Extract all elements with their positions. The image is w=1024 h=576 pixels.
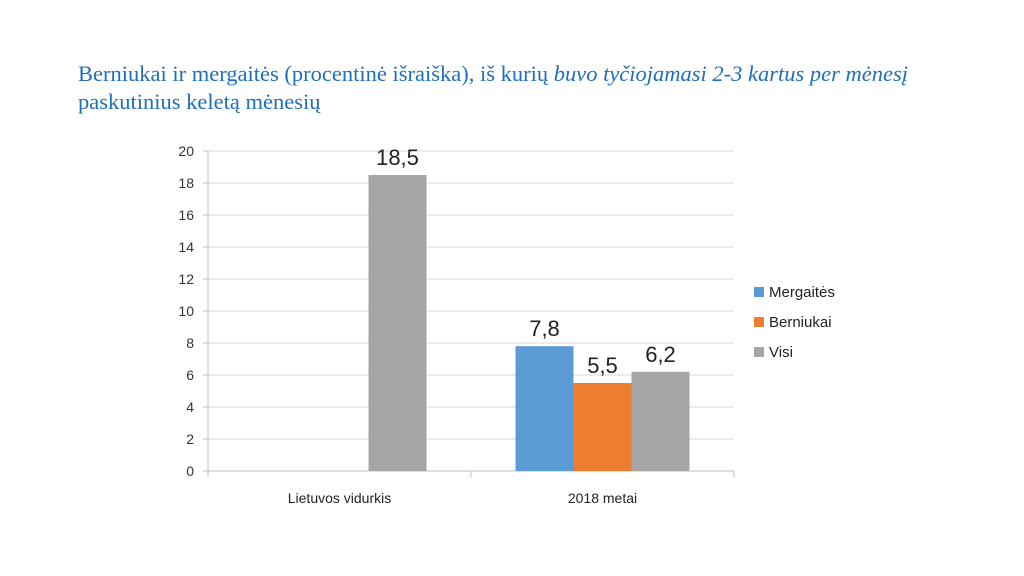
title-part-3: paskutinius keletą mėnesių [78,89,321,114]
y-tick-label: 8 [186,335,194,351]
bar [515,346,574,471]
data-label: 6,2 [645,342,676,367]
title-part-2: buvo tyčiojamasi 2-3 kartus per mėnesį [553,61,909,86]
y-tick-label: 20 [178,143,194,159]
bar [368,175,427,471]
bar [573,383,632,471]
legend-label: Mergaitės [769,284,835,301]
y-tick-label: 16 [178,207,194,223]
y-tick-label: 0 [186,463,194,479]
x-category-label: 2018 metai [568,490,637,506]
legend-swatch [754,317,764,327]
legend-label: Visi [769,344,793,361]
y-tick-label: 2 [186,431,194,447]
legend-swatch [754,287,764,297]
y-tick-label: 10 [178,303,194,319]
x-category-label: Lietuvos vidurkis [288,490,392,506]
y-tick-label: 12 [178,271,194,287]
title-part-1: Berniukai ir mergaitės (procentinė išrai… [78,61,554,86]
legend-swatch [754,347,764,357]
y-tick-label: 14 [178,239,194,255]
bar [631,371,690,471]
legend-label: Berniukai [769,314,832,331]
y-tick-label: 18 [178,175,194,191]
data-label: 5,5 [587,353,618,378]
y-tick-label: 6 [186,367,194,383]
data-label: 18,5 [376,145,419,170]
data-label: 7,8 [529,316,560,341]
chart-title: Berniukai ir mergaitės (procentinė išrai… [78,60,978,116]
y-tick-label: 4 [186,399,194,415]
